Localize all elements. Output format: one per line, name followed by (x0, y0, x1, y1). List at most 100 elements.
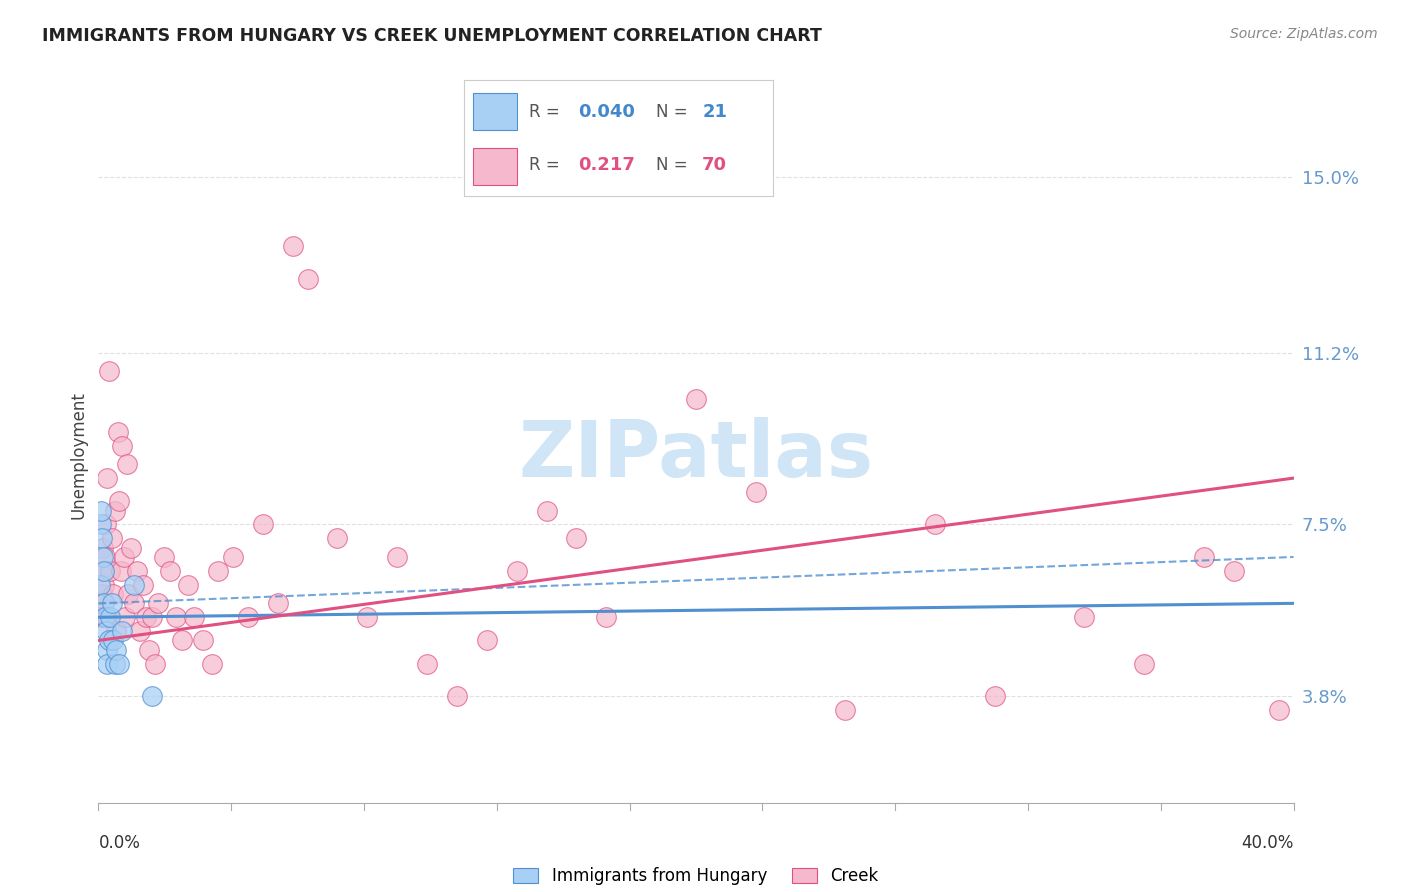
Point (110, 564, 132, 578)
Text: R =: R = (529, 156, 560, 174)
Point (207, 564, 229, 578)
Point (89, 578, 111, 592)
Point (124, 596, 146, 610)
Point (267, 596, 290, 610)
Point (117, 587, 139, 601)
Text: Source: ZipAtlas.com: Source: ZipAtlas.com (1230, 27, 1378, 41)
Point (595, 610, 617, 624)
Text: IMMIGRANTS FROM HUNGARY VS CREEK UNEMPLOYMENT CORRELATION CHART: IMMIGRANTS FROM HUNGARY VS CREEK UNEMPLO… (42, 27, 823, 45)
Text: 40.0%: 40.0% (1241, 834, 1294, 852)
Point (135, 610, 157, 624)
Point (94, 549, 117, 564)
Point (93, 596, 115, 610)
Point (297, 271, 319, 285)
Point (834, 703, 856, 717)
Point (90, 517, 112, 532)
Text: N =: N = (655, 103, 688, 120)
Point (105, 642, 128, 657)
Point (114, 610, 136, 624)
Point (89, 596, 111, 610)
Point (93, 578, 115, 592)
Point (111, 624, 134, 639)
FancyBboxPatch shape (474, 147, 516, 185)
Point (108, 657, 131, 671)
Point (1222, 564, 1246, 578)
Point (1192, 549, 1215, 564)
Point (111, 439, 134, 453)
Point (745, 485, 768, 500)
Point (93, 610, 115, 624)
Point (138, 642, 160, 657)
Point (124, 578, 146, 592)
Point (356, 610, 378, 624)
Point (129, 624, 152, 639)
Point (536, 503, 558, 517)
Point (506, 564, 529, 578)
Text: 70: 70 (702, 156, 727, 174)
Point (96, 610, 118, 624)
Text: N =: N = (655, 156, 688, 174)
Point (103, 587, 125, 601)
Point (281, 239, 304, 253)
Point (94, 610, 117, 624)
Point (91, 549, 114, 564)
Point (326, 532, 349, 546)
Point (91, 587, 114, 601)
Point (96, 642, 118, 657)
Point (153, 549, 176, 564)
Point (385, 549, 409, 564)
FancyBboxPatch shape (474, 93, 516, 130)
Point (475, 633, 498, 648)
Point (159, 564, 181, 578)
Point (97, 633, 120, 648)
Point (93, 564, 115, 578)
Y-axis label: Unemployment: Unemployment (69, 391, 87, 519)
Point (115, 457, 138, 471)
Text: ZIPatlas: ZIPatlas (519, 417, 873, 493)
Point (141, 689, 163, 703)
Point (120, 541, 142, 555)
Point (105, 624, 128, 639)
Point (101, 532, 124, 546)
Point (685, 392, 707, 407)
Point (172, 633, 194, 648)
Point (446, 689, 468, 703)
Point (1073, 610, 1095, 624)
Point (127, 564, 149, 578)
Text: 0.0%: 0.0% (98, 834, 141, 852)
Text: R =: R = (529, 103, 560, 120)
Point (1133, 657, 1156, 671)
Point (416, 657, 439, 671)
Point (94, 517, 117, 532)
Point (90, 503, 112, 517)
Point (1267, 703, 1289, 717)
Point (165, 610, 187, 624)
Text: 0.040: 0.040 (578, 103, 636, 120)
Legend: Immigrants from Hungary, Creek: Immigrants from Hungary, Creek (513, 867, 879, 885)
Point (565, 532, 588, 546)
Point (96, 657, 118, 671)
Point (101, 596, 124, 610)
Point (183, 610, 205, 624)
Point (252, 517, 274, 532)
Point (236, 610, 259, 624)
Point (143, 657, 166, 671)
Point (984, 689, 1007, 703)
Point (201, 657, 224, 671)
Point (90, 564, 112, 578)
Point (100, 564, 122, 578)
Point (924, 517, 946, 532)
Point (107, 425, 129, 439)
Point (91, 541, 114, 555)
Point (148, 596, 170, 610)
Text: 21: 21 (702, 103, 727, 120)
Text: 0.217: 0.217 (578, 156, 636, 174)
Point (141, 610, 163, 624)
Point (112, 549, 135, 564)
Point (97, 364, 120, 378)
Point (90, 610, 112, 624)
Point (104, 503, 127, 517)
Point (222, 549, 245, 564)
Point (91, 532, 114, 546)
Point (191, 633, 214, 648)
